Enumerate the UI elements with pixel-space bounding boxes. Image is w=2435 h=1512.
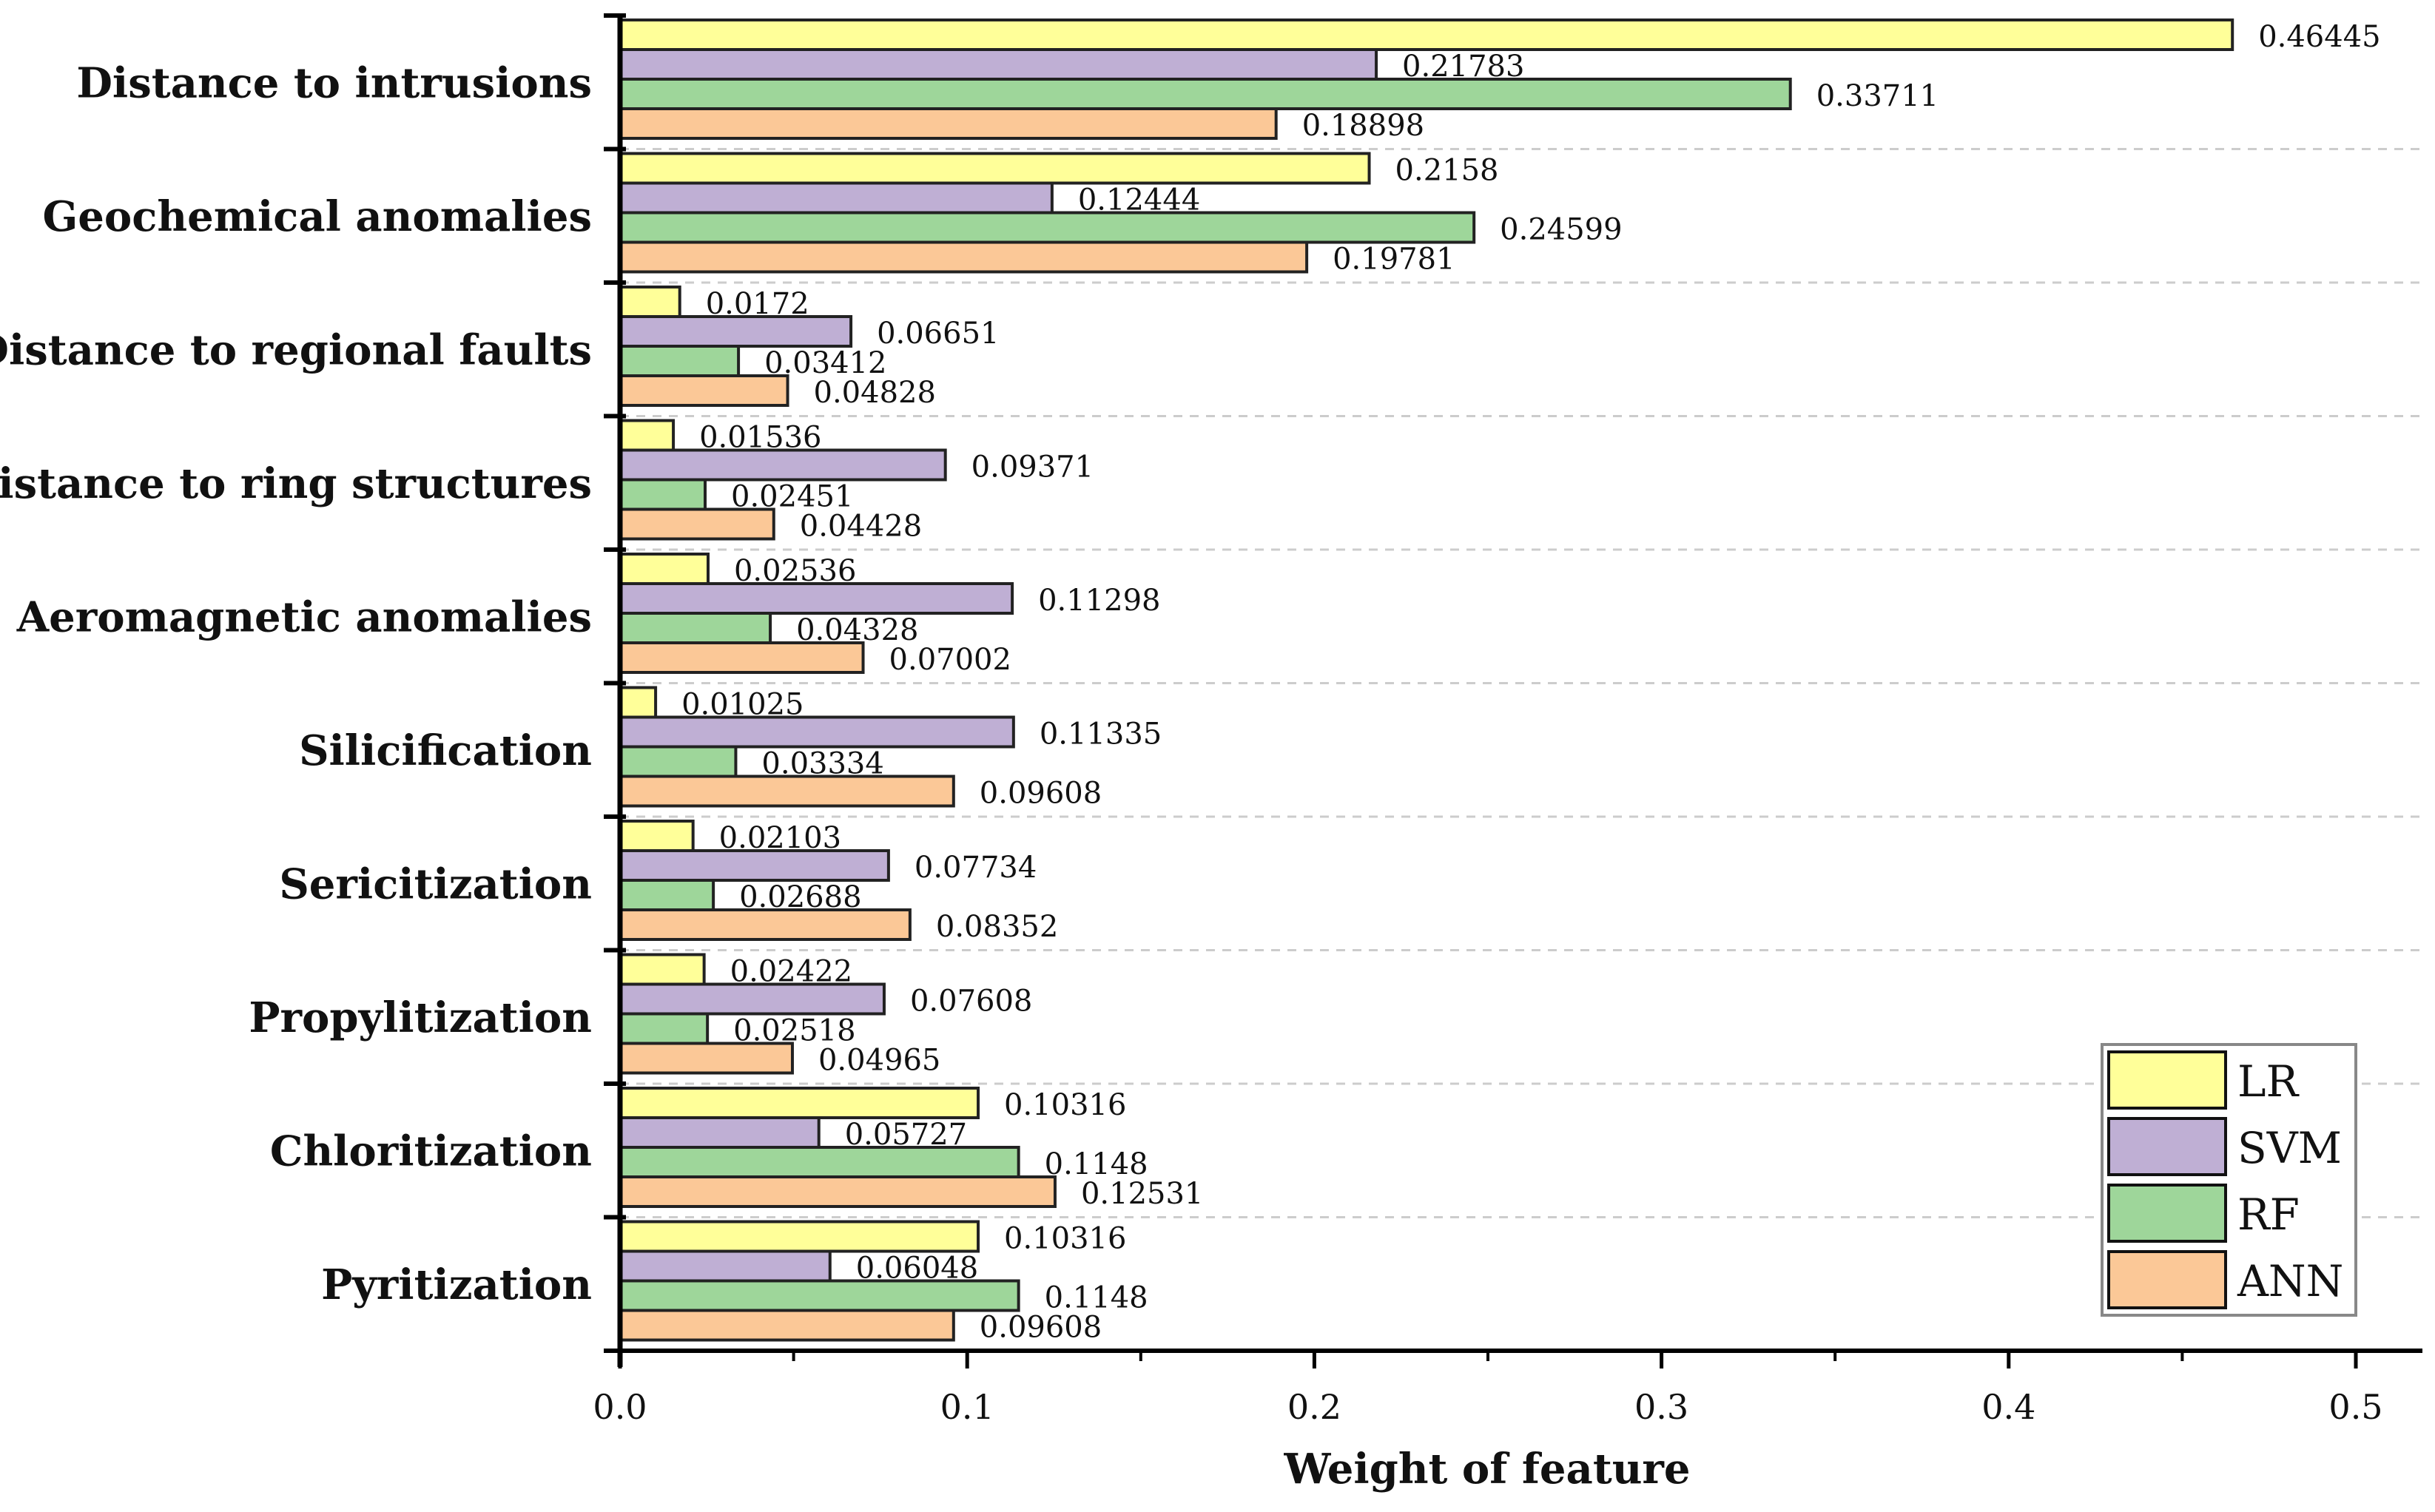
bar-lr	[619, 152, 1371, 185]
bar-lr	[619, 18, 2234, 51]
category-label: Aeromagnetic anomalies	[16, 593, 592, 641]
category-label: Chloritization	[270, 1127, 592, 1175]
bar-lr	[619, 419, 676, 452]
x-tick-label: 0.0	[593, 1387, 647, 1427]
legend-label-rf: RF	[2237, 1189, 2300, 1240]
legend-swatch-ann	[2107, 1250, 2227, 1309]
category-label: Distance to regional faults	[0, 325, 592, 374]
bar-ann	[619, 1175, 1057, 1208]
bar-lr	[619, 953, 706, 986]
x-tick-label: 0.4	[1981, 1387, 2035, 1427]
bar-ann	[619, 107, 1278, 140]
data-label: 0.10316	[1004, 1088, 1126, 1122]
category-label: Pyritization	[321, 1260, 592, 1309]
bar-rf	[619, 478, 707, 511]
bar-ann	[619, 240, 1309, 274]
bar-rf	[619, 78, 1792, 110]
legend-swatch-lr	[2107, 1050, 2227, 1110]
legend-label-ann: ANN	[2237, 1256, 2343, 1306]
data-label: 0.04965	[818, 1044, 940, 1078]
bar-rf	[619, 1146, 1020, 1178]
category-label: Silicification	[299, 726, 592, 775]
data-label: 0.07002	[889, 643, 1011, 677]
data-label: 0.04428	[800, 510, 922, 544]
data-label: 0.2158	[1395, 154, 1499, 188]
bar-svm	[619, 448, 947, 482]
bars: 0.464450.217830.337110.188980.21580.1244…	[619, 18, 2381, 1345]
bar-rf	[619, 879, 715, 911]
bar-rf	[619, 345, 741, 377]
legend-swatch-svm	[2107, 1117, 2227, 1176]
bar-svm	[619, 48, 1378, 81]
bar-svm	[619, 315, 853, 348]
x-tick-label: 0.3	[1634, 1387, 1688, 1427]
bar-svm	[619, 715, 1015, 749]
bar-svm	[619, 582, 1014, 615]
bar-rf	[619, 612, 772, 644]
bar-ann	[619, 1309, 955, 1342]
category-label: Propylitization	[249, 993, 592, 1042]
bar-ann	[619, 1042, 794, 1075]
x-tick-label: 0.2	[1287, 1387, 1341, 1427]
data-label: 0.24599	[1500, 213, 1622, 247]
category-label: Sericitization	[279, 860, 592, 908]
bar-ann	[619, 641, 865, 674]
data-label: 0.09371	[971, 450, 1094, 485]
data-label: 0.11335	[1040, 718, 1162, 752]
x-axis-label: Weight of feature	[1283, 1445, 1690, 1494]
category-label: Distance to ring structures	[0, 459, 592, 508]
bar-ann	[619, 774, 955, 808]
bar-ann	[619, 374, 789, 407]
data-label: 0.07734	[915, 851, 1037, 885]
bar-ann	[619, 507, 775, 541]
data-label: 0.33711	[1816, 79, 1939, 113]
data-label: 0.11298	[1038, 584, 1160, 618]
legend: LR SVM RF ANN	[2101, 1043, 2357, 1317]
bar-lr	[619, 553, 710, 585]
bar-rf	[619, 1012, 710, 1045]
bar-lr	[619, 1087, 980, 1119]
data-label: 0.19781	[1333, 243, 1455, 277]
bar-lr	[619, 686, 658, 719]
bar-rf	[619, 745, 738, 778]
bar-lr	[619, 286, 681, 318]
bar-svm	[619, 849, 890, 882]
data-label: 0.12531	[1081, 1177, 1203, 1211]
data-label: 0.04828	[814, 376, 936, 410]
data-label: 0.09608	[980, 777, 1102, 811]
bar-lr	[619, 1220, 980, 1253]
data-label: 0.09608	[980, 1311, 1102, 1345]
bar-rf	[619, 211, 1476, 244]
legend-swatch-rf	[2107, 1184, 2227, 1243]
legend-label-lr: LR	[2237, 1056, 2300, 1107]
data-label: 0.1148	[1045, 1281, 1148, 1315]
bar-svm	[619, 1249, 832, 1283]
axes: Distance to intrusions Geochemical anomal…	[0, 13, 2422, 1427]
x-tick-label: 0.5	[2328, 1387, 2382, 1427]
grid-lines	[620, 148, 2422, 1218]
data-label: 0.10316	[1004, 1222, 1126, 1256]
bar-ann	[619, 908, 912, 941]
category-label: Distance to intrusions	[76, 58, 592, 107]
data-label: 0.18898	[1302, 109, 1424, 143]
x-tick-label: 0.1	[940, 1387, 994, 1427]
category-label: Geochemical anomalies	[42, 192, 592, 241]
data-label: 0.06651	[877, 317, 999, 351]
bar-svm	[619, 982, 886, 1016]
bar-svm	[619, 1116, 821, 1149]
data-label: 0.46445	[2258, 20, 2380, 54]
data-label: 0.07608	[910, 985, 1032, 1019]
bar-lr	[619, 820, 695, 852]
data-label: 0.08352	[936, 910, 1058, 944]
data-label: 0.1148	[1045, 1147, 1148, 1181]
legend-label-svm: SVM	[2237, 1123, 2342, 1173]
bar-rf	[619, 1279, 1020, 1312]
bar-svm	[619, 181, 1054, 215]
